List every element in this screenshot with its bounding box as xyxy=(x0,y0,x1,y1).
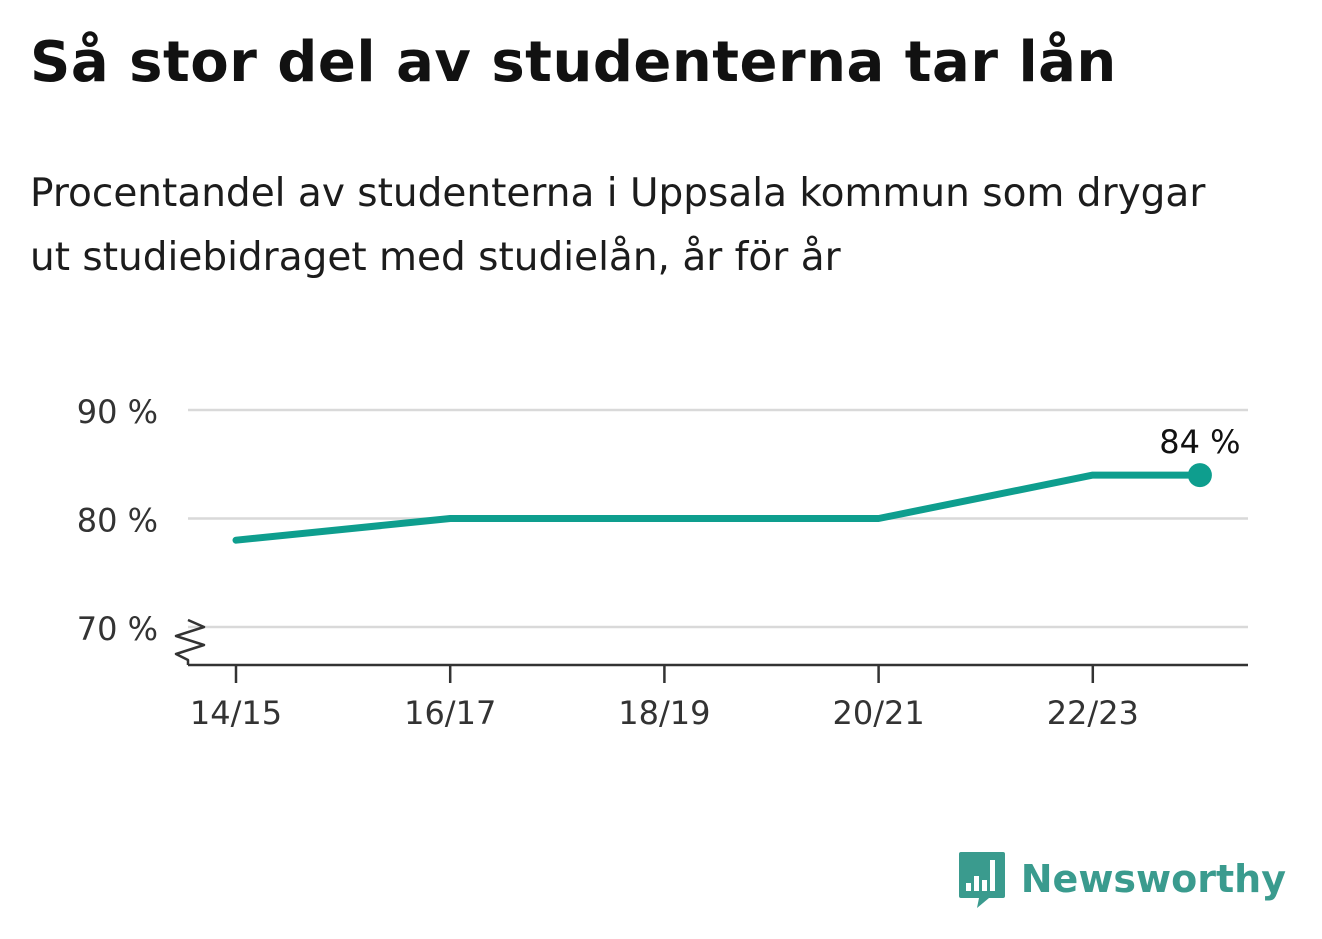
x-tick-label: 14/15 xyxy=(190,694,282,732)
x-tick-label: 16/17 xyxy=(404,694,496,732)
data-line xyxy=(232,471,1204,544)
x-axis xyxy=(174,618,1248,683)
chart-subtitle: Procentandel av studenterna i Uppsala ko… xyxy=(30,171,1206,280)
y-tick-label: 80 % xyxy=(77,502,158,540)
brand-name: Newsworthy xyxy=(1020,857,1286,901)
x-axis-labels: 14/15 16/17 18/19 20/21 22/23 xyxy=(190,694,1139,732)
brand: Newsworthy xyxy=(957,850,1286,908)
newsworthy-logo-icon xyxy=(958,852,1005,908)
y-axis-labels: 70 % 80 % 90 % xyxy=(77,393,158,648)
y-tick-label: 70 % xyxy=(77,610,158,648)
chart-title: Så stor del av studenterna tar lån xyxy=(30,30,1117,95)
y-axis-break xyxy=(174,618,206,665)
series-line: 84 % xyxy=(232,423,1241,544)
end-point xyxy=(1187,463,1212,488)
x-tick-label: 18/19 xyxy=(618,694,710,732)
x-tick-label: 22/23 xyxy=(1047,694,1139,732)
x-tick-label: 20/21 xyxy=(832,694,924,732)
y-tick-label: 90 % xyxy=(77,393,158,431)
end-value-label: 84 % xyxy=(1159,423,1240,461)
